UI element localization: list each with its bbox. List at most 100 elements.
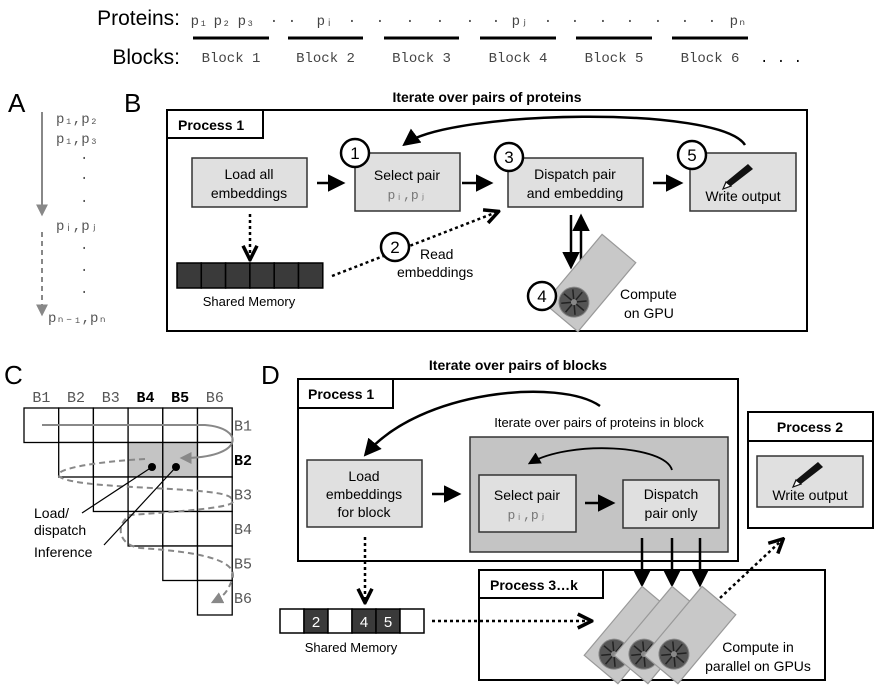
grid-cell <box>196 579 233 616</box>
select-pair-text: Select pair <box>494 487 560 503</box>
compute-text: parallel on GPUs <box>705 658 811 674</box>
load-text: Load <box>348 468 379 484</box>
panel-c-letter: C <box>4 360 23 390</box>
spiral-dashed <box>57 458 235 604</box>
pair-label: · <box>80 151 88 167</box>
step-2-badge: 2 <box>379 231 411 263</box>
svg-text:5: 5 <box>687 146 696 165</box>
protein-label: · <box>348 14 356 30</box>
read-text: embeddings <box>397 264 473 280</box>
panel-d-title: Iterate over pairs of blocks <box>429 357 607 373</box>
row-label: B2 <box>234 453 252 470</box>
memory-slot-label: 2 <box>312 614 320 631</box>
compute-text: Compute in <box>722 639 794 655</box>
grid-cell <box>162 441 199 478</box>
panel-b-letter: B <box>124 88 141 118</box>
load-text: embeddings <box>211 185 287 201</box>
row-label: B4 <box>234 522 252 539</box>
grid-cell <box>127 476 164 513</box>
load-text: embeddings <box>326 486 402 502</box>
memory-slot-label: 4 <box>360 614 368 631</box>
block-label: Block 6 <box>681 51 740 67</box>
grid-cell <box>162 545 199 582</box>
protein-label: pₙ <box>730 14 747 30</box>
shared-memory-b <box>176 262 324 289</box>
grid-cell <box>196 545 233 582</box>
memory-slot <box>273 262 300 289</box>
protein-label: · <box>288 14 296 30</box>
read-text: Read <box>420 246 453 262</box>
memory-slot-label: 5 <box>384 614 392 631</box>
row-label: B5 <box>234 556 252 573</box>
block-label: Block 4 <box>489 51 548 67</box>
protein-label: pⱼ <box>512 14 529 30</box>
write-output-box-d <box>756 455 864 508</box>
column-label: B4 <box>136 390 154 407</box>
block-label: Block 3 <box>392 51 451 67</box>
shared-memory-label: Shared Memory <box>305 640 398 655</box>
panel-b: B Iterate over pairs of proteins Process… <box>124 88 808 333</box>
memory-slot <box>279 608 305 634</box>
process-3-k-label: Process 3…k <box>490 577 578 593</box>
column-label: B2 <box>67 390 85 407</box>
compute-text: on GPU <box>624 305 674 321</box>
load-dispatch-label: dispatch <box>34 522 86 538</box>
panel-a: A p₁,p₂ p₁,p₃ · · · pᵢ,pⱼ · · · pₙ₋₁,pₙ <box>8 88 107 327</box>
protein-block-legend: Proteins: Blocks: p₁ p₂ p₃ · · pᵢ · · · · · · pⱼ · · · ·… <box>97 7 802 69</box>
dispatch-pair-only-box <box>622 479 720 529</box>
column-label: B5 <box>171 390 189 407</box>
step-3-badge: 3 <box>493 141 525 173</box>
column-label: B3 <box>102 390 120 407</box>
row-label: B6 <box>234 591 252 608</box>
load-all-embeddings-box <box>191 157 308 208</box>
process-1-tab-d <box>297 378 394 409</box>
protein-label: p₂ <box>214 14 231 30</box>
svg-text:1: 1 <box>350 144 359 163</box>
process-1-label-d: Process 1 <box>308 386 374 402</box>
panel-d-letter: D <box>261 360 280 390</box>
grid-cell <box>127 510 164 547</box>
shared-memory-label: Shared Memory <box>203 294 296 309</box>
panel-a-letter: A <box>8 88 26 118</box>
memory-slot <box>303 608 329 634</box>
memory-slot <box>224 262 251 289</box>
select-pair-text: Select pair <box>374 167 440 183</box>
svg-text:4: 4 <box>537 287 546 306</box>
blocks-label: Blocks: <box>112 46 180 69</box>
protein-label: · <box>376 14 384 30</box>
process-3-k-tab <box>478 569 604 599</box>
load-block-box <box>306 459 423 528</box>
block-label: Block 5 <box>585 51 644 67</box>
pair-label: p₁,p₂ <box>56 112 98 128</box>
protein-label: · <box>681 14 689 30</box>
memory-slot <box>351 608 377 634</box>
pair-label: · <box>80 263 88 279</box>
protein-label: · <box>492 14 500 30</box>
memory-slot <box>327 608 353 634</box>
grid-cell <box>162 510 199 547</box>
memory-slot <box>176 262 203 289</box>
pair-label: pₙ₋₁,pₙ <box>48 311 107 327</box>
protein-label: · <box>406 14 414 30</box>
protein-label: p₃ <box>238 14 255 30</box>
block-label: Block 1 <box>202 51 261 67</box>
pair-label: · <box>80 194 88 210</box>
row-label: B3 <box>234 487 252 504</box>
panel-d: D Iterate over pairs of blocks Process 1… <box>261 357 874 685</box>
pair-label: · <box>80 241 88 257</box>
pair-label: pᵢ,pⱼ <box>56 219 98 235</box>
memory-slot <box>399 608 425 634</box>
grid-cell <box>196 476 233 513</box>
blocks-ellipsis: . . . <box>760 51 802 67</box>
svg-text:3: 3 <box>504 148 513 167</box>
protein-label: · <box>270 14 278 30</box>
dispatch-text: Dispatch pair <box>534 166 616 182</box>
row-label: B1 <box>234 418 252 435</box>
step-4-badge: 4 <box>526 280 558 312</box>
protein-label: · <box>708 14 716 30</box>
block-label: Block 2 <box>296 51 355 67</box>
protein-label: · <box>654 14 662 30</box>
panel-b-title: Iterate over pairs of proteins <box>392 89 581 105</box>
